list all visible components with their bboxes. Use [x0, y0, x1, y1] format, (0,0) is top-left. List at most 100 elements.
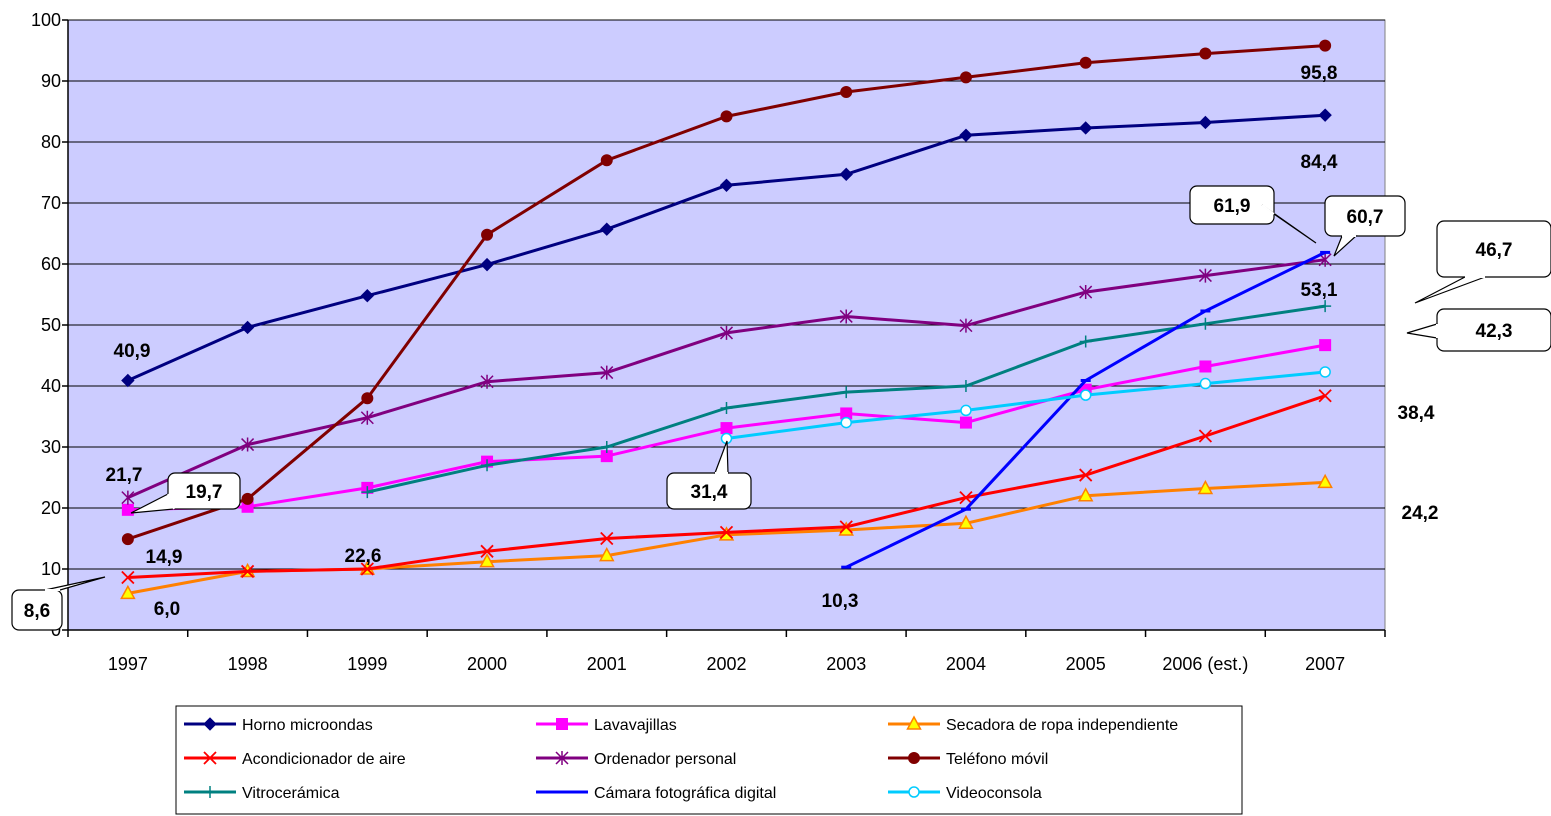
callout-label: 46,7	[1414, 220, 1551, 304]
data-point	[360, 289, 375, 303]
y-tick-label: 20	[41, 498, 61, 518]
data-point	[600, 222, 614, 236]
data-label: 6,0	[154, 599, 180, 620]
data-point	[121, 490, 135, 505]
data-point	[720, 422, 733, 435]
callout-box	[1324, 195, 1406, 237]
callout-label: 19,7	[130, 472, 241, 514]
data-point	[480, 374, 494, 389]
data-label: 31,4	[691, 482, 728, 503]
data-point	[600, 441, 613, 453]
data-point	[959, 71, 972, 84]
series-c-mara-fotogr-fica-digital	[841, 250, 1331, 569]
legend-entry: Secadora de ropa independiente	[888, 715, 1178, 734]
y-tick-label: 10	[41, 559, 61, 579]
data-point	[1317, 473, 1333, 489]
data-point	[1077, 487, 1094, 502]
data-point	[959, 318, 973, 333]
y-tick-label: 50	[41, 315, 61, 335]
data-point	[204, 786, 216, 798]
data-point	[839, 309, 853, 324]
data-point	[840, 85, 853, 98]
data-point	[121, 570, 135, 585]
callout-box	[666, 472, 752, 510]
legend-entry: Lavavajillas	[536, 717, 677, 734]
data-point	[241, 492, 254, 505]
legend-label: Teléfono móvil	[946, 751, 1048, 768]
legend-entry: Vitrocerámica	[184, 785, 340, 802]
callout-box	[1436, 220, 1551, 278]
data-point	[719, 178, 734, 193]
data-label: 14,9	[146, 547, 183, 568]
series-horno-microondas	[121, 108, 1332, 388]
data-point	[906, 715, 922, 730]
data-point	[1079, 389, 1092, 401]
y-tick-label: 80	[41, 132, 61, 152]
data-point	[481, 228, 494, 241]
x-tick-label: 1997	[108, 654, 148, 674]
x-tick-label: 2005	[1066, 654, 1106, 674]
callout-pointer	[1414, 276, 1486, 304]
y-tick-label: 40	[41, 376, 61, 396]
x-tick-label: 2007	[1305, 654, 1345, 674]
legend-label: Cámara fotográfica digital	[594, 785, 776, 802]
data-point	[839, 520, 853, 534]
data-point	[1079, 468, 1093, 482]
series-videoconsola	[720, 366, 1331, 445]
callout-label: 60,7	[1324, 195, 1406, 257]
data-point	[599, 547, 615, 562]
series-line	[726, 370, 1326, 440]
data-point	[361, 486, 374, 499]
data-point	[1318, 108, 1332, 122]
data-label: 38,4	[1398, 403, 1435, 424]
data-label: 61,9	[1214, 196, 1251, 217]
data-point	[361, 392, 374, 405]
callout-pointer	[1406, 323, 1438, 339]
data-point	[121, 533, 134, 546]
data-point	[240, 564, 255, 579]
data-label: 24,2	[1402, 503, 1439, 524]
data-point	[120, 584, 136, 600]
data-label: 21,7	[106, 465, 143, 486]
x-tick-label: 2001	[587, 654, 627, 674]
series-vitrocer-mica	[361, 300, 1332, 499]
x-tick-label: 1999	[347, 654, 387, 674]
x-tick-label: 1998	[228, 654, 268, 674]
series-acondicionador-de-aire	[121, 389, 1332, 585]
y-tick-label: 90	[41, 71, 61, 91]
data-point	[1199, 47, 1212, 60]
data-point	[1197, 479, 1214, 495]
data-point	[840, 386, 853, 399]
legend-label: Vitrocerámica	[242, 785, 340, 802]
data-point	[1319, 366, 1331, 378]
data-point	[555, 751, 569, 765]
callout-label: 61,9	[1189, 185, 1317, 244]
data-point	[360, 410, 374, 425]
legend-entry: Acondicionador de aire	[184, 751, 406, 768]
data-point	[1199, 377, 1212, 390]
data-point	[959, 128, 973, 142]
legend-entry: Cámara fotográfica digital	[536, 785, 776, 802]
data-point	[1199, 317, 1212, 330]
data-point	[959, 380, 972, 392]
x-tick-label: 2000	[467, 654, 507, 674]
callout-box	[1189, 185, 1275, 225]
callout-box	[167, 472, 241, 510]
legend-entry: Videoconsola	[888, 785, 1042, 802]
data-point	[1319, 300, 1332, 313]
data-label: 53,1	[1301, 280, 1338, 301]
series-tel-fono-m-vil	[121, 39, 1332, 546]
data-point	[1079, 56, 1092, 69]
data-point	[203, 717, 217, 731]
data-label: 10,3	[822, 591, 859, 612]
data-point	[203, 751, 217, 765]
data-point	[719, 325, 734, 340]
data-point	[908, 752, 920, 764]
data-point	[556, 718, 568, 730]
data-point	[720, 110, 733, 123]
y-tick-label: 60	[41, 254, 61, 274]
data-point	[241, 437, 255, 452]
data-point	[479, 553, 495, 568]
data-point	[1199, 360, 1212, 373]
